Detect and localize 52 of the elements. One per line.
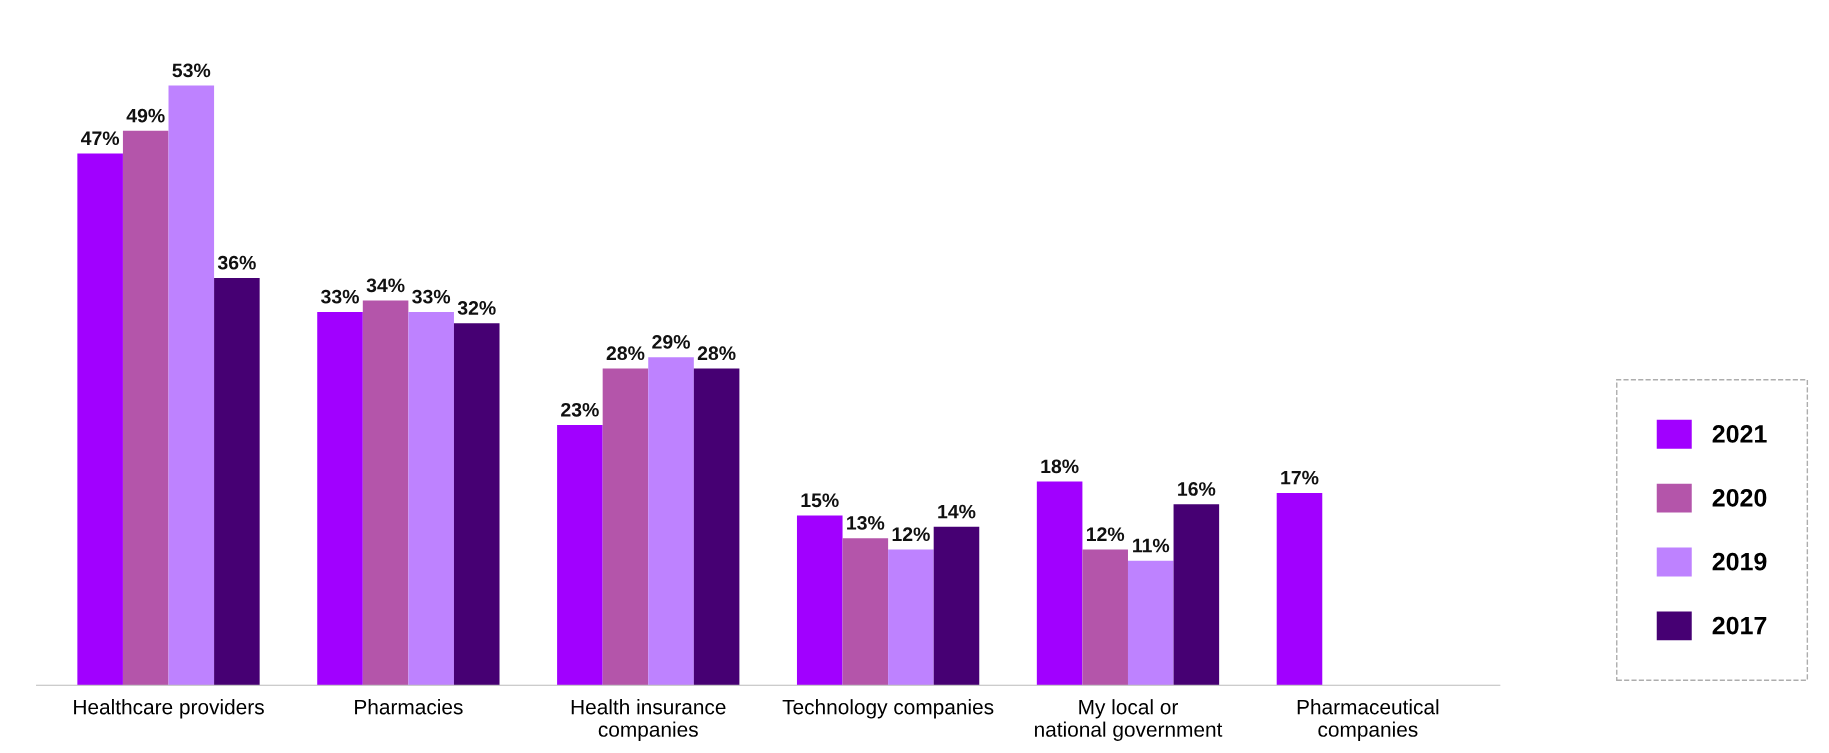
data-label: 34% [366, 278, 405, 293]
data-label: 33% [412, 289, 451, 304]
legend-label: 2021 [1712, 425, 1767, 443]
bar [693, 368, 740, 686]
bar [122, 130, 169, 686]
x-tick-label: My local or national government [1034, 699, 1223, 741]
data-label: 23% [561, 402, 599, 417]
data-label: 14% [938, 504, 976, 519]
legend-label: 2019 [1712, 552, 1767, 571]
bar [1082, 549, 1128, 686]
data-label: 28% [606, 346, 645, 361]
data-label: 49% [126, 108, 165, 123]
data-label: 53% [172, 63, 211, 78]
bar [1173, 504, 1220, 686]
data-label: 33% [321, 289, 359, 304]
bar [214, 277, 260, 686]
data-label: 47% [80, 131, 120, 146]
bar [888, 549, 934, 686]
x-tick-label: Healthcare providers [74, 699, 264, 719]
bar [1276, 492, 1323, 686]
bar [408, 311, 454, 686]
legend-label: 2020 [1712, 488, 1767, 507]
bar [557, 425, 603, 686]
bar [796, 515, 843, 686]
data-label: 12% [892, 527, 930, 542]
data-label: 12% [1086, 527, 1125, 542]
bar [933, 526, 980, 686]
bar [317, 311, 363, 686]
data-label: 11% [1133, 538, 1170, 553]
bar [362, 300, 409, 686]
bar [1036, 481, 1083, 686]
data-label: 28% [697, 346, 736, 361]
bar [1127, 560, 1174, 686]
bar [602, 368, 649, 686]
bar [453, 323, 500, 686]
bar [842, 538, 889, 686]
data-label: 15% [801, 493, 839, 508]
legend-label: 2017 [1712, 616, 1767, 635]
x-tick-label: Pharmacies [355, 699, 463, 715]
data-label: 36% [217, 255, 256, 270]
bar [168, 85, 215, 686]
bar [648, 357, 694, 686]
data-label: 13% [847, 516, 885, 530]
x-tick-label: Technology companies [782, 699, 994, 719]
data-label: 17% [1281, 470, 1319, 485]
data-label: 16% [1178, 482, 1216, 496]
bar [77, 153, 123, 686]
data-label: 32% [457, 301, 496, 315]
data-label: 29% [652, 335, 690, 349]
x-tick-label: Pharmaceutical companies [1297, 699, 1439, 741]
x-tick-label: Health insurance companies [571, 699, 726, 741]
data-label: 18% [1041, 459, 1079, 474]
